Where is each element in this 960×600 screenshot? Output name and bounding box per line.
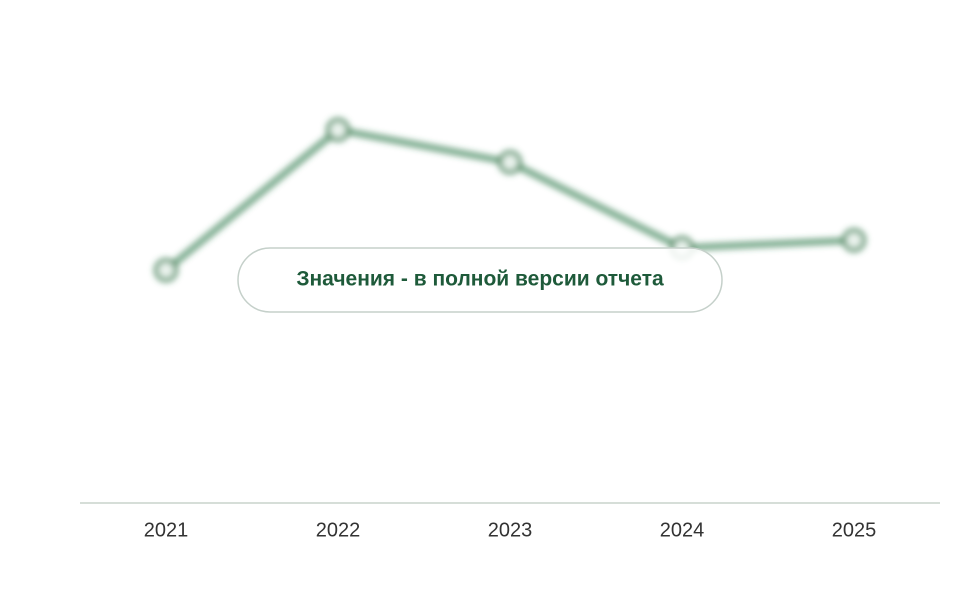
- x-tick-label: 2024: [660, 519, 705, 541]
- x-tick-label: 2025: [832, 519, 877, 541]
- x-tick-label: 2021: [144, 519, 189, 541]
- point: [841, 227, 867, 254]
- overlay-box: [237, 247, 723, 313]
- overlay-note: Значения - в полной версии отчета: [296, 268, 664, 291]
- point: [497, 149, 523, 176]
- grid: [80, 72, 940, 421]
- point: [153, 257, 179, 284]
- plot: [153, 116, 867, 284]
- point: [325, 116, 351, 143]
- x-tick-label: 2023: [488, 519, 533, 541]
- labels: 2021 2022 2023 2024 2025: [144, 519, 877, 541]
- x-tick-label: 2022: [316, 519, 361, 541]
